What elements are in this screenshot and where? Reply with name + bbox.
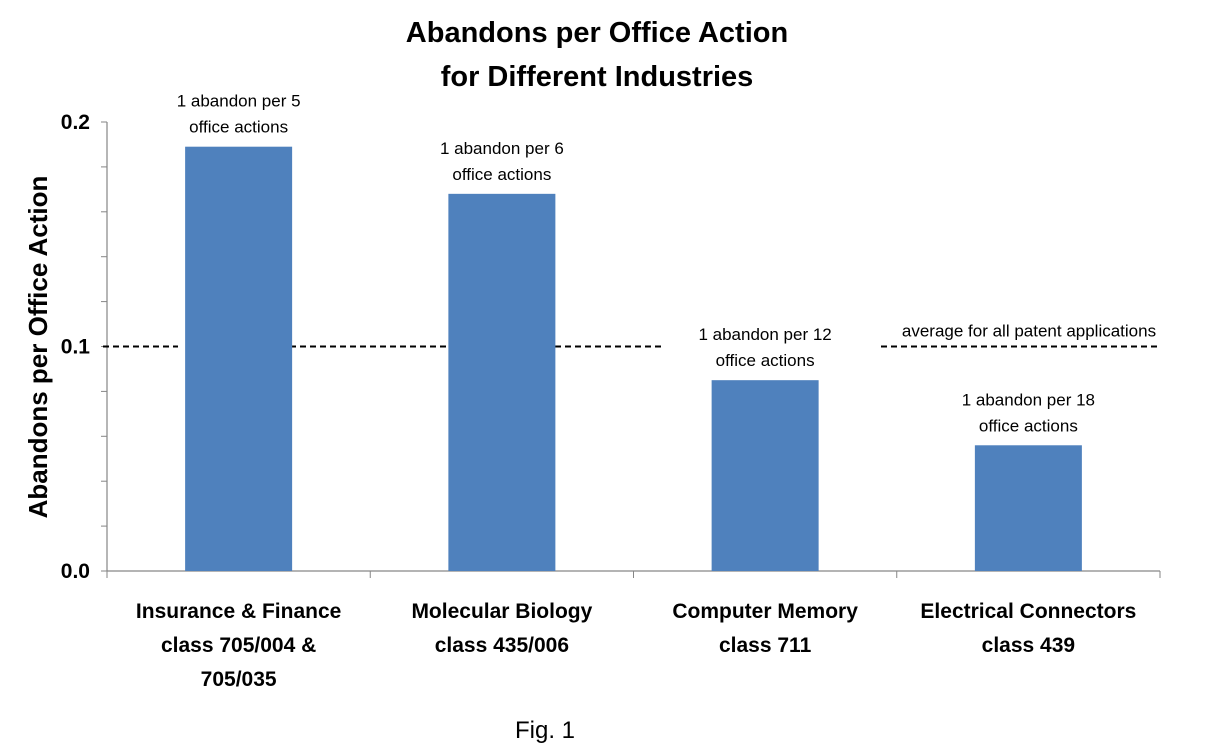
- figure-caption: Fig. 1: [515, 717, 575, 744]
- reference-line-group: average for all patent applications: [103, 322, 1161, 348]
- y-axis-label-group: Abandons per Office Action: [23, 176, 53, 519]
- bar-annotations: 1 abandon per 5 office actions 1 abandon p…: [177, 92, 1095, 436]
- bar-annotation-line: 1 abandon per 18: [962, 390, 1095, 409]
- x-category-label-line: class 705/004 &: [161, 634, 316, 657]
- chart-title-line-2: for Different Industries: [441, 61, 754, 93]
- x-category-label-line: Computer Memory: [672, 600, 858, 623]
- x-category-label-line: class 439: [982, 634, 1075, 657]
- bar-2: [448, 193, 556, 571]
- bars: [185, 146, 1082, 571]
- reference-line-label: average for all patent applications: [902, 322, 1156, 341]
- figure-caption-group: Fig. 1: [515, 717, 575, 744]
- bar-4: [974, 445, 1082, 571]
- x-category-label-line: class 435/006: [435, 634, 569, 657]
- bar-3: [711, 380, 819, 571]
- chart-title-line-1: Abandons per Office Action: [406, 17, 788, 49]
- bar-annotation-line: office actions: [189, 118, 288, 137]
- bar-annotation-line: office actions: [716, 351, 815, 370]
- bar-annotation-line: 1 abandon per 12: [698, 325, 831, 344]
- bar-annotation-line: office actions: [979, 416, 1078, 435]
- bar-annotation-line: 1 abandon per 6: [440, 139, 564, 158]
- x-category-label-line: Insurance & Finance: [136, 600, 341, 623]
- y-axis-label: Abandons per Office Action: [23, 176, 53, 519]
- bar-annotation-line: office actions: [452, 165, 551, 184]
- x-category-label-line: Molecular Biology: [411, 600, 592, 623]
- y-tick-label: 0.0: [61, 560, 90, 583]
- bar-annotation-line: 1 abandon per 5: [177, 92, 301, 111]
- x-category-labels: Insurance & Finance class 705/004 & 705/03…: [136, 600, 1136, 691]
- y-tick-label: 0.2: [61, 111, 90, 134]
- x-category-label-line: class 711: [719, 634, 812, 657]
- x-category-label-line: Electrical Connectors: [920, 600, 1136, 623]
- x-category-label-line: 705/035: [201, 668, 277, 691]
- bar-1: [185, 146, 293, 571]
- chart-title: Abandons per Office Action for Different …: [406, 17, 788, 93]
- y-tick-label: 0.1: [61, 336, 91, 359]
